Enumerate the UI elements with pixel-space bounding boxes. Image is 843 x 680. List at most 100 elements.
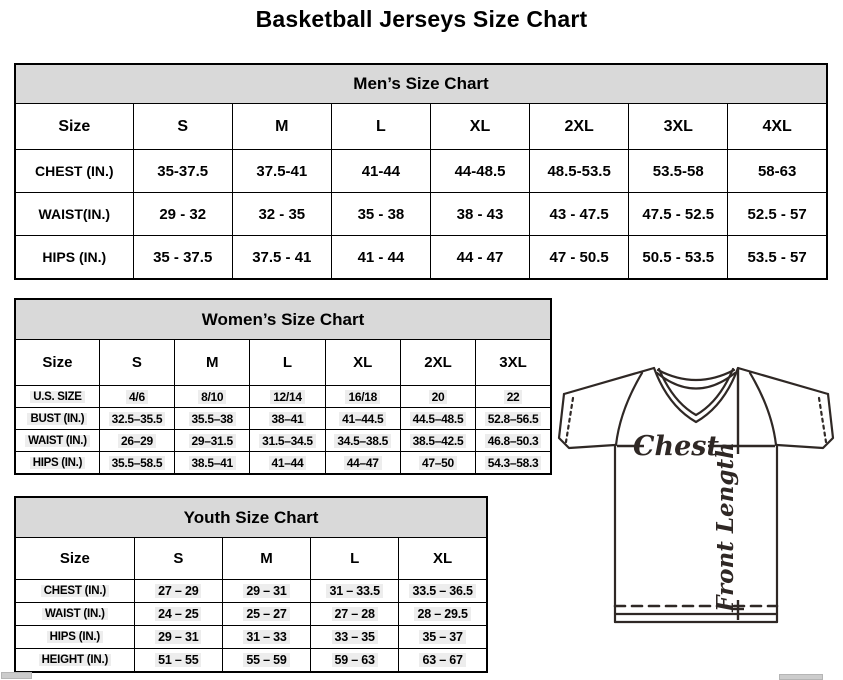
row-label-cell: HIPS (IN.) [14,625,135,649]
table-row: WAIST (IN.) 24 – 25 25 – 27 27 – 28 28 –… [14,602,488,626]
table-cell: 34.5–38.5 [324,429,401,452]
table-cell: 12/14 [249,385,326,408]
table-row: CHEST (IN.) 35-37.5 37.5-41 41-44 44-48.… [14,149,828,193]
table-cell: 53.5-58 [628,149,729,193]
table-cell: 38.5–42.5 [399,429,477,452]
table-cell: 52.5 - 57 [727,192,828,236]
chest-label: Chest [633,431,719,462]
table-cell: 44–47 [324,451,401,475]
womens-size-chart-table: Women’s Size Chart Size S M L XL 2XL 3XL… [14,298,552,475]
front-length-label: Front Length [712,442,739,613]
table-cell: 38 - 43 [429,192,531,236]
column-header: S [98,339,176,386]
table-cell: 35 - 37.5 [132,235,233,280]
womens-table-title: Women’s Size Chart [14,298,552,340]
table-cell: 58-63 [727,149,828,193]
table-row: U.S. SIZE 4/6 8/10 12/14 16/18 20 22 [14,385,552,408]
table-cell: 16/18 [324,385,401,408]
table-header-row: Size S M L XL 2XL 3XL 4XL [14,103,828,150]
row-label-cell: CHEST (IN.) [14,149,134,193]
column-header: S [132,103,233,150]
table-cell: 26–29 [98,429,176,452]
table-cell: 52.8–56.5 [475,407,552,430]
table-cell: 55 – 59 [221,648,312,673]
table-cell: 27 – 29 [133,579,223,603]
row-label-cell: HIPS (IN.) [14,235,134,280]
table-cell: 29 – 31 [221,579,312,603]
table-row: CHEST (IN.) 27 – 29 29 – 31 31 – 33.5 33… [14,579,488,603]
table-cell: 44 - 47 [429,235,531,280]
table-row: HEIGHT (IN.) 51 – 55 55 – 59 59 – 63 63 … [14,648,488,673]
table-row: BUST (IN.) 32.5–35.5 35.5–38 38–41 41–44… [14,407,552,430]
table-cell: 50.5 - 53.5 [628,235,729,280]
jersey-outline [557,366,835,624]
column-header: XL [398,537,488,580]
table-row: WAIST(IN.) 29 - 32 32 - 35 35 - 38 38 - … [14,192,828,236]
row-label-cell: WAIST (IN.) [14,429,100,452]
right-cuff-stitch-line [817,396,828,444]
row-label-cell: WAIST (IN.) [14,602,135,626]
column-header: 4XL [727,103,828,150]
table-header-row: Size S M L XL [14,537,488,580]
table-header-row: Size S M L XL 2XL 3XL [14,339,552,386]
table-cell: 33.5 – 36.5 [398,579,488,603]
table-cell: 32 - 35 [231,192,332,236]
column-header: L [310,537,400,580]
table-cell: 47.5 - 52.5 [628,192,729,236]
table-cell: 54.3–58.3 [475,451,552,475]
column-header: L [330,103,431,150]
table-cell: 27 – 28 [310,602,400,626]
row-label-cell: HIPS (IN.) [14,451,100,475]
table-cell: 53.5 - 57 [727,235,828,280]
scrollbar-fragment-right [779,674,823,680]
table-cell: 43 - 47.5 [529,192,630,236]
table-cell: 35 - 38 [330,192,431,236]
table-cell: 28 – 29.5 [398,602,488,626]
table-cell: 25 – 27 [221,602,312,626]
column-header: S [133,537,223,580]
row-label-cell: CHEST (IN.) [14,579,135,603]
table-cell: 38.5–41 [174,451,251,475]
table-cell: 8/10 [174,385,251,408]
table-cell: 44-48.5 [429,149,531,193]
mens-table-title: Men’s Size Chart [14,63,828,104]
table-cell: 48.5-53.5 [529,149,630,193]
table-cell: 31.5–34.5 [249,429,326,452]
table-row: HIPS (IN.) 35 - 37.5 37.5 - 41 41 - 44 4… [14,235,828,280]
table-cell: 59 – 63 [310,648,400,673]
table-cell: 35 – 37 [398,625,488,649]
page-title: Basketball Jerseys Size Chart [255,6,588,32]
column-header: M [174,339,251,386]
front-length-label-backing [721,454,747,600]
table-cell: 31 – 33 [221,625,312,649]
left-cuff-stitch-line [564,396,575,444]
table-cell: 47 - 50.5 [529,235,630,280]
table-cell: 46.8–50.3 [475,429,552,452]
column-header: 3XL [475,339,552,386]
table-caption-row: Youth Size Chart [14,496,488,538]
table-cell: 29 – 31 [133,625,223,649]
table-caption-row: Women’s Size Chart [14,298,552,340]
table-row: WAIST (IN.) 26–29 29–31.5 31.5–34.5 34.5… [14,429,552,452]
column-header: Size [14,339,100,386]
table-cell: 37.5-41 [231,149,332,193]
table-cell: 41-44 [330,149,431,193]
column-header: L [249,339,326,386]
table-cell: 37.5 - 41 [231,235,332,280]
column-header: 3XL [628,103,729,150]
table-cell: 63 – 67 [398,648,488,673]
column-header: M [231,103,332,150]
column-header: 2XL [529,103,630,150]
column-header: 2XL [399,339,477,386]
column-header: Size [14,537,135,580]
column-header: M [221,537,312,580]
table-cell: 29 - 32 [132,192,233,236]
table-cell: 41–44 [249,451,326,475]
row-label-cell: HEIGHT (IN.) [14,648,135,673]
table-cell: 51 – 55 [133,648,223,673]
table-cell: 33 – 35 [310,625,400,649]
table-cell: 41–44.5 [324,407,401,430]
scrollbar-fragment-left [1,672,32,679]
table-cell: 35.5–58.5 [98,451,176,475]
table-row: HIPS (IN.) 29 – 31 31 – 33 33 – 35 35 – … [14,625,488,649]
